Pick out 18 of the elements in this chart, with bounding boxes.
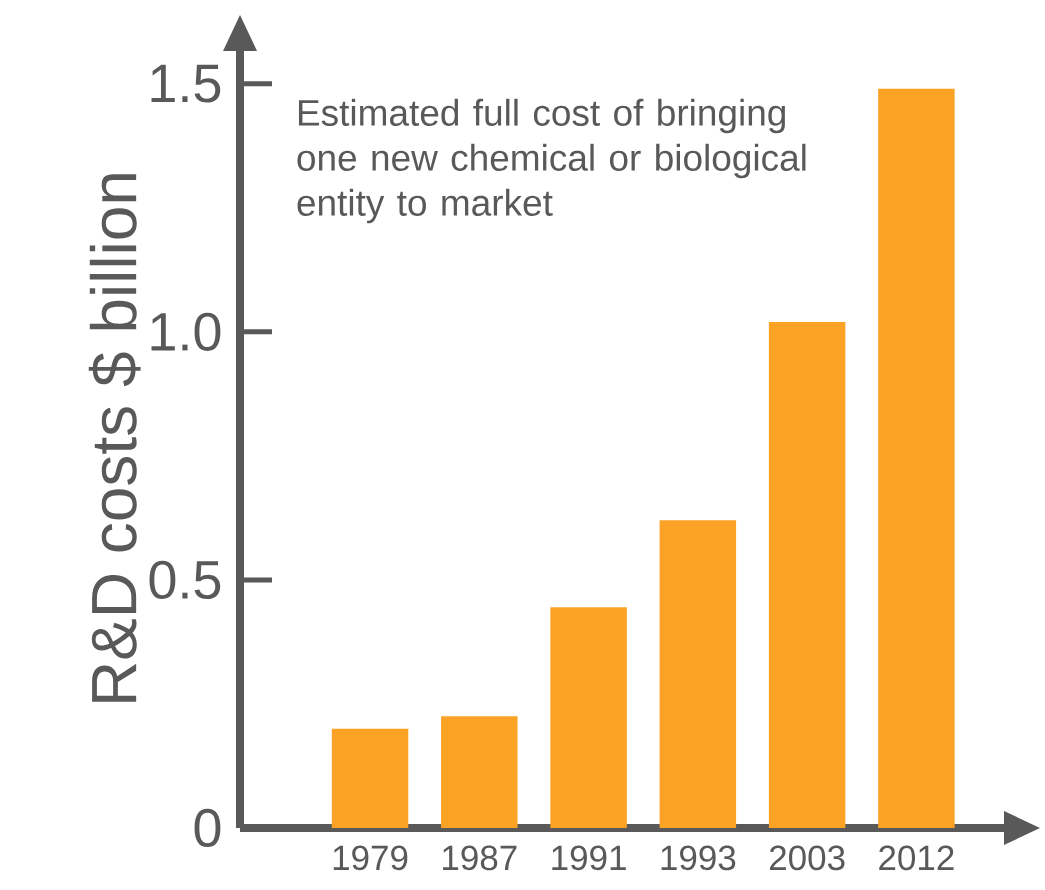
- bar: [878, 88, 955, 828]
- bar: [768, 321, 846, 828]
- x-tick-label: 1991: [552, 845, 626, 871]
- x-tick-label: 1987: [443, 845, 517, 871]
- x-tick-label: 1979: [333, 845, 408, 871]
- x-tick-label: 2012: [879, 845, 954, 871]
- y-tick-label: 0.5: [149, 560, 221, 600]
- annotation: Estimated full cost of bringing one new chemical or biological entity to market: [297, 98, 806, 224]
- y-tick-label: 1.5: [151, 64, 221, 103]
- bar: [331, 728, 409, 828]
- x-tick-label: 2003: [769, 845, 845, 871]
- bar: [550, 607, 627, 828]
- y-axis-title: R&D costs $ billion: [88, 174, 141, 702]
- x-tick-label: 1993: [661, 845, 736, 871]
- bar: [659, 520, 737, 828]
- y-tick-label: 1.0: [151, 312, 221, 351]
- y-tick-label: 0: [194, 808, 221, 848]
- bar: [441, 716, 518, 828]
